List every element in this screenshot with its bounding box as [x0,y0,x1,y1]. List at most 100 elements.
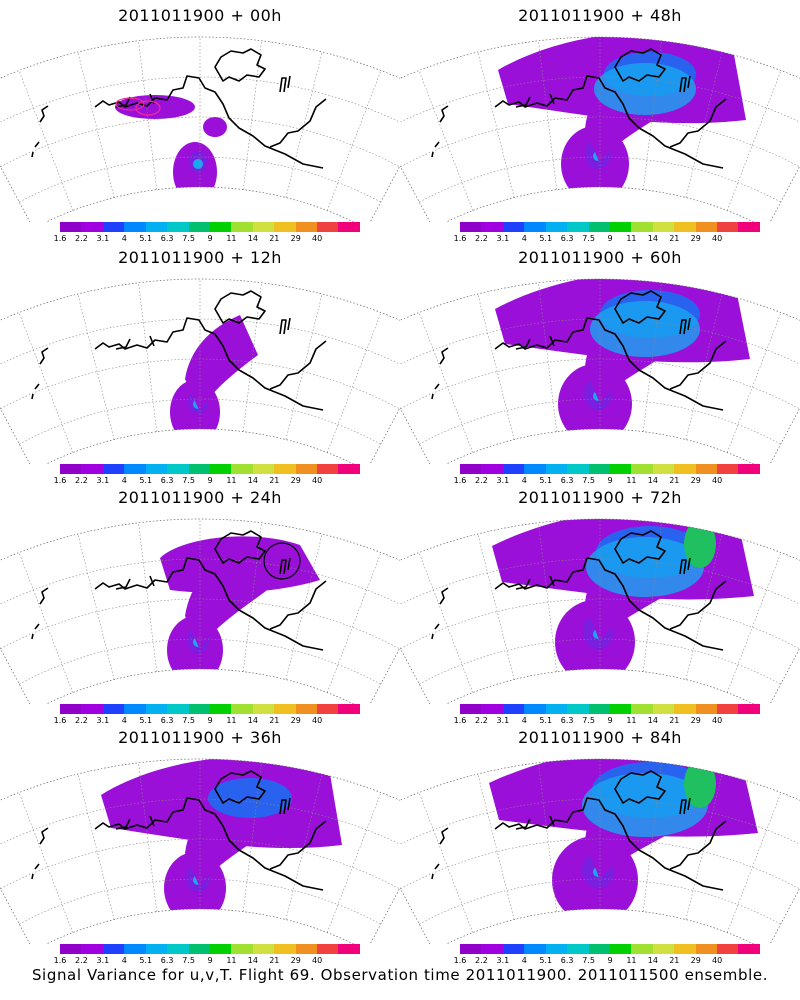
colorbar-swatch [460,704,482,714]
colorbar-labels: 1.6 2.2 3.1 4 5.1 6.3 7.5 9 11 14 21 29 40 [454,234,760,244]
colorbar-label: 7.5 [582,476,595,485]
colorbar-label: 1.6 [453,956,467,965]
colorbar-swatch [524,464,546,474]
panel-title: 2011011900 + 00h [118,6,282,25]
colorbar-label: 1.6 [453,476,467,485]
colorbar-label: 7.5 [582,716,595,725]
coastlines [31,48,327,169]
coastlines [31,290,327,411]
colorbar-swatch [481,944,503,954]
colorbar-label: 1.6 [53,716,67,725]
forecast-panel: 2011011900 + 24h 1.6 2.2 3.1 4 5.1 6.3 7.5 9 11 14… [0,482,400,725]
colorbar-label: 4 [521,956,527,965]
colorbar-label: 2.2 [475,476,488,485]
colorbar-swatch [124,464,146,474]
colorbar-swatch [545,704,568,714]
highlight-circles [115,97,161,116]
colorbar-label: 2.2 [75,956,88,965]
colorbar-label: 2.2 [475,716,488,725]
panel-title: 2011011900 + 48h [518,6,682,25]
colorbar-swatch [102,704,125,714]
forecast-panel: 2011011900 + 00h 1.6 2.2 3.1 4 5.1 6.3 7.5 9 11 14… [0,0,400,243]
map [0,278,400,464]
colorbar-label: 11 [226,476,237,485]
colorbar-label: 11 [626,234,637,243]
colorbar-swatch [209,222,232,232]
colorbar-label: 9 [207,234,213,243]
colorbar-swatch [631,222,653,232]
colorbar-swatch [695,704,718,714]
colorbar-swatch [188,464,210,474]
colorbar-swatch [102,464,125,474]
colorbar-label: 21 [269,716,280,725]
colorbar-swatch [609,944,632,954]
colorbar-label: 21 [269,476,280,485]
colorbar-swatch [502,704,525,714]
colorbar-swatch [102,944,125,954]
colorbar-swatch [631,464,653,474]
colorbar-swatch [317,464,339,474]
colorbar-label: 3.1 [96,956,110,965]
colorbar-label: 11 [226,956,237,965]
colorbar-swatch [652,222,675,232]
colorbar-label: 21 [669,234,680,243]
variance-field [101,759,342,924]
colorbar-swatch [738,222,760,232]
colorbar-label: 5.1 [139,476,153,485]
colorbar-label: 4 [521,234,527,243]
colorbar-swatch [674,704,696,714]
coastlines [431,48,727,169]
colorbar-swatch [167,704,189,714]
colorbar-label: 29 [690,956,701,965]
colorbar-label: 21 [669,956,680,965]
colorbar-swatch [231,944,253,954]
colorbar-swatch [567,944,589,954]
colorbar-swatch [252,222,275,232]
colorbar-label: 11 [626,956,637,965]
colorbar-label: 29 [290,234,301,243]
colorbar-swatch [631,704,653,714]
coastlines [31,530,327,651]
colorbar-swatch [231,464,253,474]
colorbar-swatch [545,944,568,954]
variance-field [498,37,746,202]
colorbar-swatch [481,222,503,232]
colorbar-label: 40 [312,956,323,965]
colorbar-swatch [338,944,360,954]
colorbar-label: 5.1 [539,716,553,725]
colorbar [60,222,360,232]
coastlines [31,770,327,891]
colorbar-swatch [674,222,696,232]
colorbar-swatch [317,704,339,714]
colorbar-label: 7.5 [182,234,195,243]
colorbar-label: 14 [247,234,258,243]
colorbar-swatch [609,704,632,714]
colorbar-labels: 1.6 2.2 3.1 4 5.1 6.3 7.5 9 11 14 21 29 40 [54,476,360,486]
colorbar-swatch [460,222,482,232]
colorbar-label: 2.2 [475,234,488,243]
colorbar-swatch [124,704,146,714]
colorbar-label: 6.3 [160,476,174,485]
colorbar-swatch [60,944,82,954]
colorbar-swatch [124,222,146,232]
map [400,758,800,944]
colorbar-swatch [738,464,760,474]
colorbar-swatch [231,222,253,232]
colorbar-label: 5.1 [139,716,153,725]
colorbar-swatch [481,704,503,714]
colorbar-swatch [167,464,189,474]
colorbar-swatch [81,704,103,714]
map [0,758,400,944]
colorbar-label: 1.6 [53,956,67,965]
highlight-circles [263,542,301,580]
colorbar-label: 9 [207,716,213,725]
colorbar-label: 11 [626,716,637,725]
colorbar-swatch [81,222,103,232]
forecast-panel: 2011011900 + 60h 1.6 2.2 3.1 4 5.1 6.3 7.5 9 11 14… [400,242,800,485]
colorbar-label: 4 [521,716,527,725]
colorbar [460,222,760,232]
colorbar-label: 3.1 [496,716,510,725]
colorbar-labels: 1.6 2.2 3.1 4 5.1 6.3 7.5 9 11 14 21 29 40 [54,956,360,966]
colorbar-swatch [295,464,318,474]
colorbar-swatch [502,222,525,232]
